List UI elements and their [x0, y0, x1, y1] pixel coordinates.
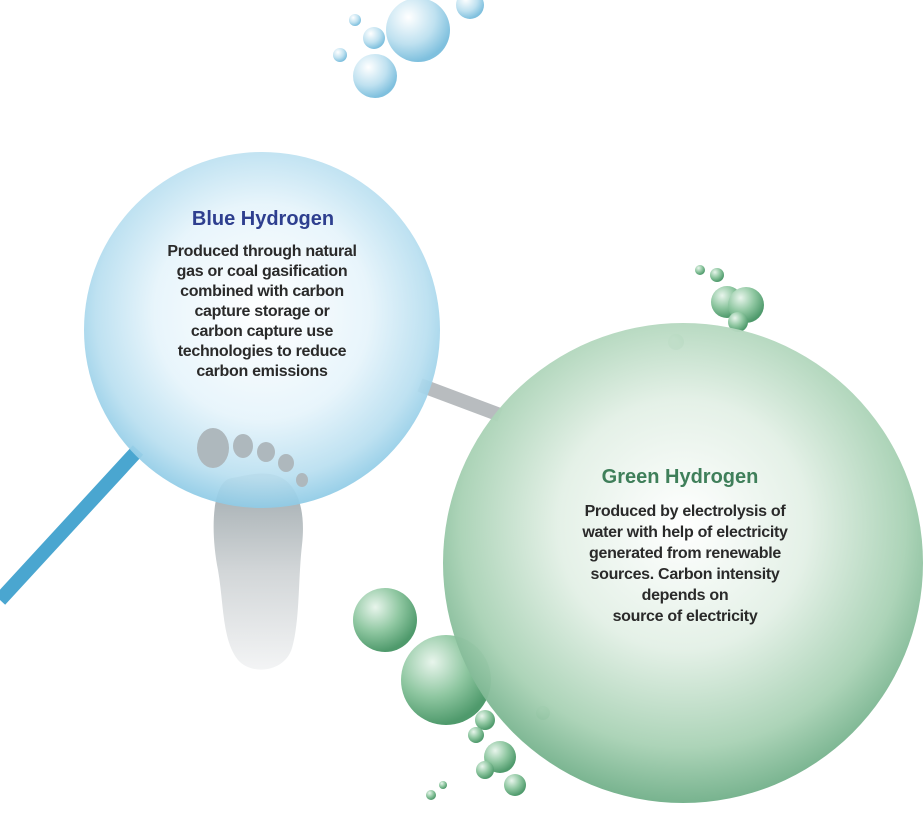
blue-bubbles-top: [333, 0, 484, 98]
blue-connector-line: [0, 445, 144, 605]
blue-hydrogen-description: Produced through natural gas or coal gas…: [167, 243, 357, 380]
green-hydrogen-title: Green Hydrogen: [601, 466, 759, 488]
footprint-icon: [213, 473, 303, 670]
gray-connector-line: [417, 378, 503, 422]
green-hydrogen-circle: [443, 323, 923, 803]
blue-hydrogen-title: Blue Hydrogen: [191, 208, 335, 230]
toe-prints: [197, 428, 308, 487]
green-hydrogen-description: Produced by electrolysis of water with h…: [582, 503, 788, 625]
blue-hydrogen-circle: [84, 152, 440, 508]
